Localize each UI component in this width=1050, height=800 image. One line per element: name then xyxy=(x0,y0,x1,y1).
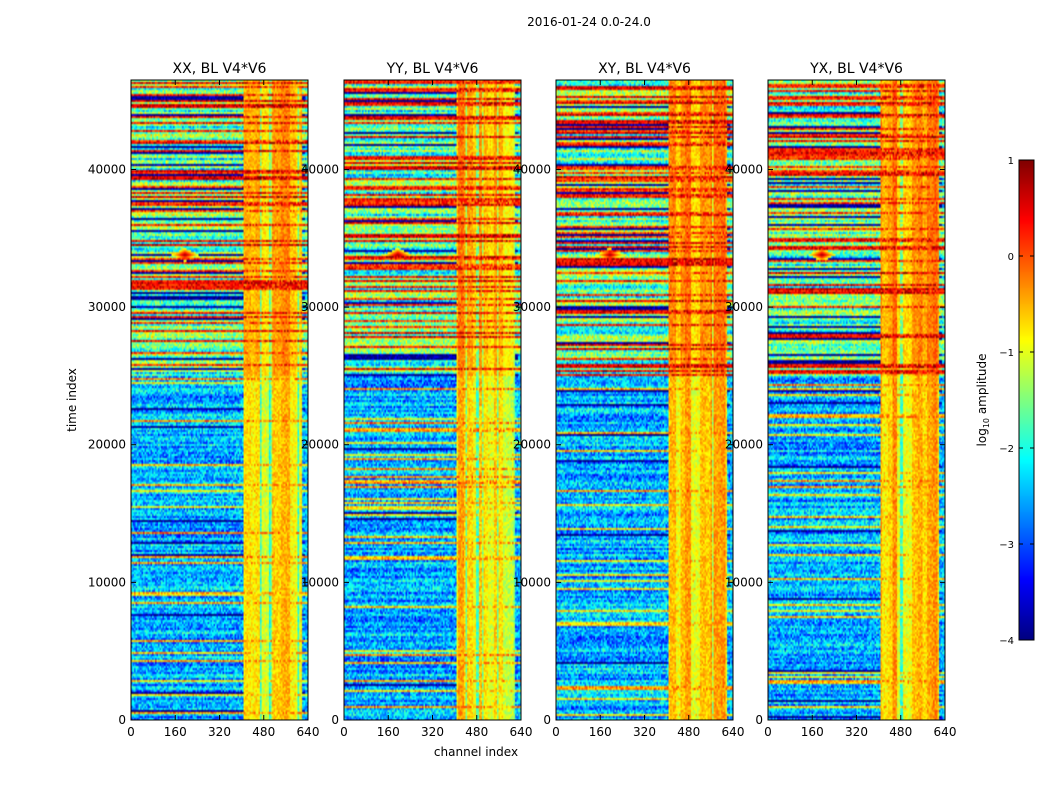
y-tick-label: 20000 xyxy=(88,438,126,452)
x-axis-label: channel index xyxy=(434,745,518,759)
y-tick-label: 0 xyxy=(755,713,763,727)
x-tick-label: 320 xyxy=(633,725,656,739)
x-tick-label: 480 xyxy=(889,725,912,739)
y-tick-label: 30000 xyxy=(513,300,551,314)
y-tick-label: 20000 xyxy=(301,438,339,452)
heatmap-image xyxy=(768,80,945,720)
x-tick-label: 0 xyxy=(127,725,135,739)
colorbar-tick-label: 1 xyxy=(1008,156,1014,167)
suptitle: 2016-01-24 0.0-24.0 xyxy=(527,15,651,29)
panel-title: XY, BL V4*V6 xyxy=(598,61,691,77)
y-tick-label: 40000 xyxy=(301,162,339,176)
x-tick-label: 640 xyxy=(934,725,957,739)
x-tick-label: 320 xyxy=(845,725,868,739)
panel-0: XX, BL V4*V6 0 160 320 480 640 0 10000 20000 3000… xyxy=(88,61,320,739)
panel-3: YX, BL V4*V6 0 160 320 480 640 0 10000 20000 3000… xyxy=(725,61,957,739)
heatmap-image xyxy=(556,80,733,720)
x-tick-label: 0 xyxy=(340,725,348,739)
y-tick-label: 0 xyxy=(118,713,126,727)
heatmap-image xyxy=(344,80,521,720)
x-tick-label: 320 xyxy=(208,725,231,739)
colorbar-tick-label: −1 xyxy=(999,348,1014,359)
colorbar-tick-label: −4 xyxy=(999,636,1014,647)
panel-title: YX, BL V4*V6 xyxy=(809,61,903,77)
colorbar-label: log10 amplitude xyxy=(975,354,991,447)
y-tick-label: 20000 xyxy=(725,438,763,452)
colorbar-tick-label: −2 xyxy=(999,444,1014,455)
x-tick-label: 480 xyxy=(677,725,700,739)
colorbar-gradient xyxy=(1019,160,1034,640)
x-tick-label: 480 xyxy=(252,725,275,739)
x-tick-label: 640 xyxy=(722,725,745,739)
panel-2: XY, BL V4*V6 0 160 320 480 640 0 10000 20000 3000… xyxy=(513,61,745,739)
y-tick-label: 40000 xyxy=(725,162,763,176)
y-tick-label: 30000 xyxy=(88,300,126,314)
panels: XX, BL V4*V6 0 160 320 480 640 0 10000 20000 3000… xyxy=(88,61,957,739)
y-tick-label: 10000 xyxy=(88,575,126,589)
y-tick-label: 30000 xyxy=(725,300,763,314)
x-tick-label: 0 xyxy=(552,725,560,739)
x-tick-label: 640 xyxy=(510,725,533,739)
x-tick-label: 160 xyxy=(377,725,400,739)
colorbar-tick-label: 0 xyxy=(1008,252,1014,263)
y-axis-label: time index xyxy=(65,368,79,432)
panel-title: YY, BL V4*V6 xyxy=(386,61,479,77)
y-tick-label: 20000 xyxy=(513,438,551,452)
y-tick-label: 10000 xyxy=(301,575,339,589)
colorbar: 1 0 −1 −2 −3 −4 log10 amplitude xyxy=(975,156,1035,647)
x-tick-label: 320 xyxy=(421,725,444,739)
x-tick-label: 0 xyxy=(764,725,772,739)
y-tick-label: 0 xyxy=(543,713,551,727)
colorbar-tick-label: −3 xyxy=(999,540,1014,551)
y-tick-label: 0 xyxy=(331,713,339,727)
heatmap-image xyxy=(131,80,308,720)
x-tick-label: 160 xyxy=(164,725,187,739)
y-tick-label: 30000 xyxy=(301,300,339,314)
panel-1: YY, BL V4*V6 0 160 320 480 640 0 10000 20000 3000… xyxy=(301,61,533,739)
x-tick-label: 640 xyxy=(297,725,320,739)
y-tick-label: 40000 xyxy=(513,162,551,176)
x-tick-label: 160 xyxy=(589,725,612,739)
panel-title: XX, BL V4*V6 xyxy=(173,61,267,77)
y-tick-label: 10000 xyxy=(513,575,551,589)
y-tick-label: 10000 xyxy=(725,575,763,589)
y-tick-label: 40000 xyxy=(88,162,126,176)
x-tick-label: 480 xyxy=(465,725,488,739)
colorbar-frame xyxy=(1018,159,1035,641)
x-tick-label: 160 xyxy=(801,725,824,739)
